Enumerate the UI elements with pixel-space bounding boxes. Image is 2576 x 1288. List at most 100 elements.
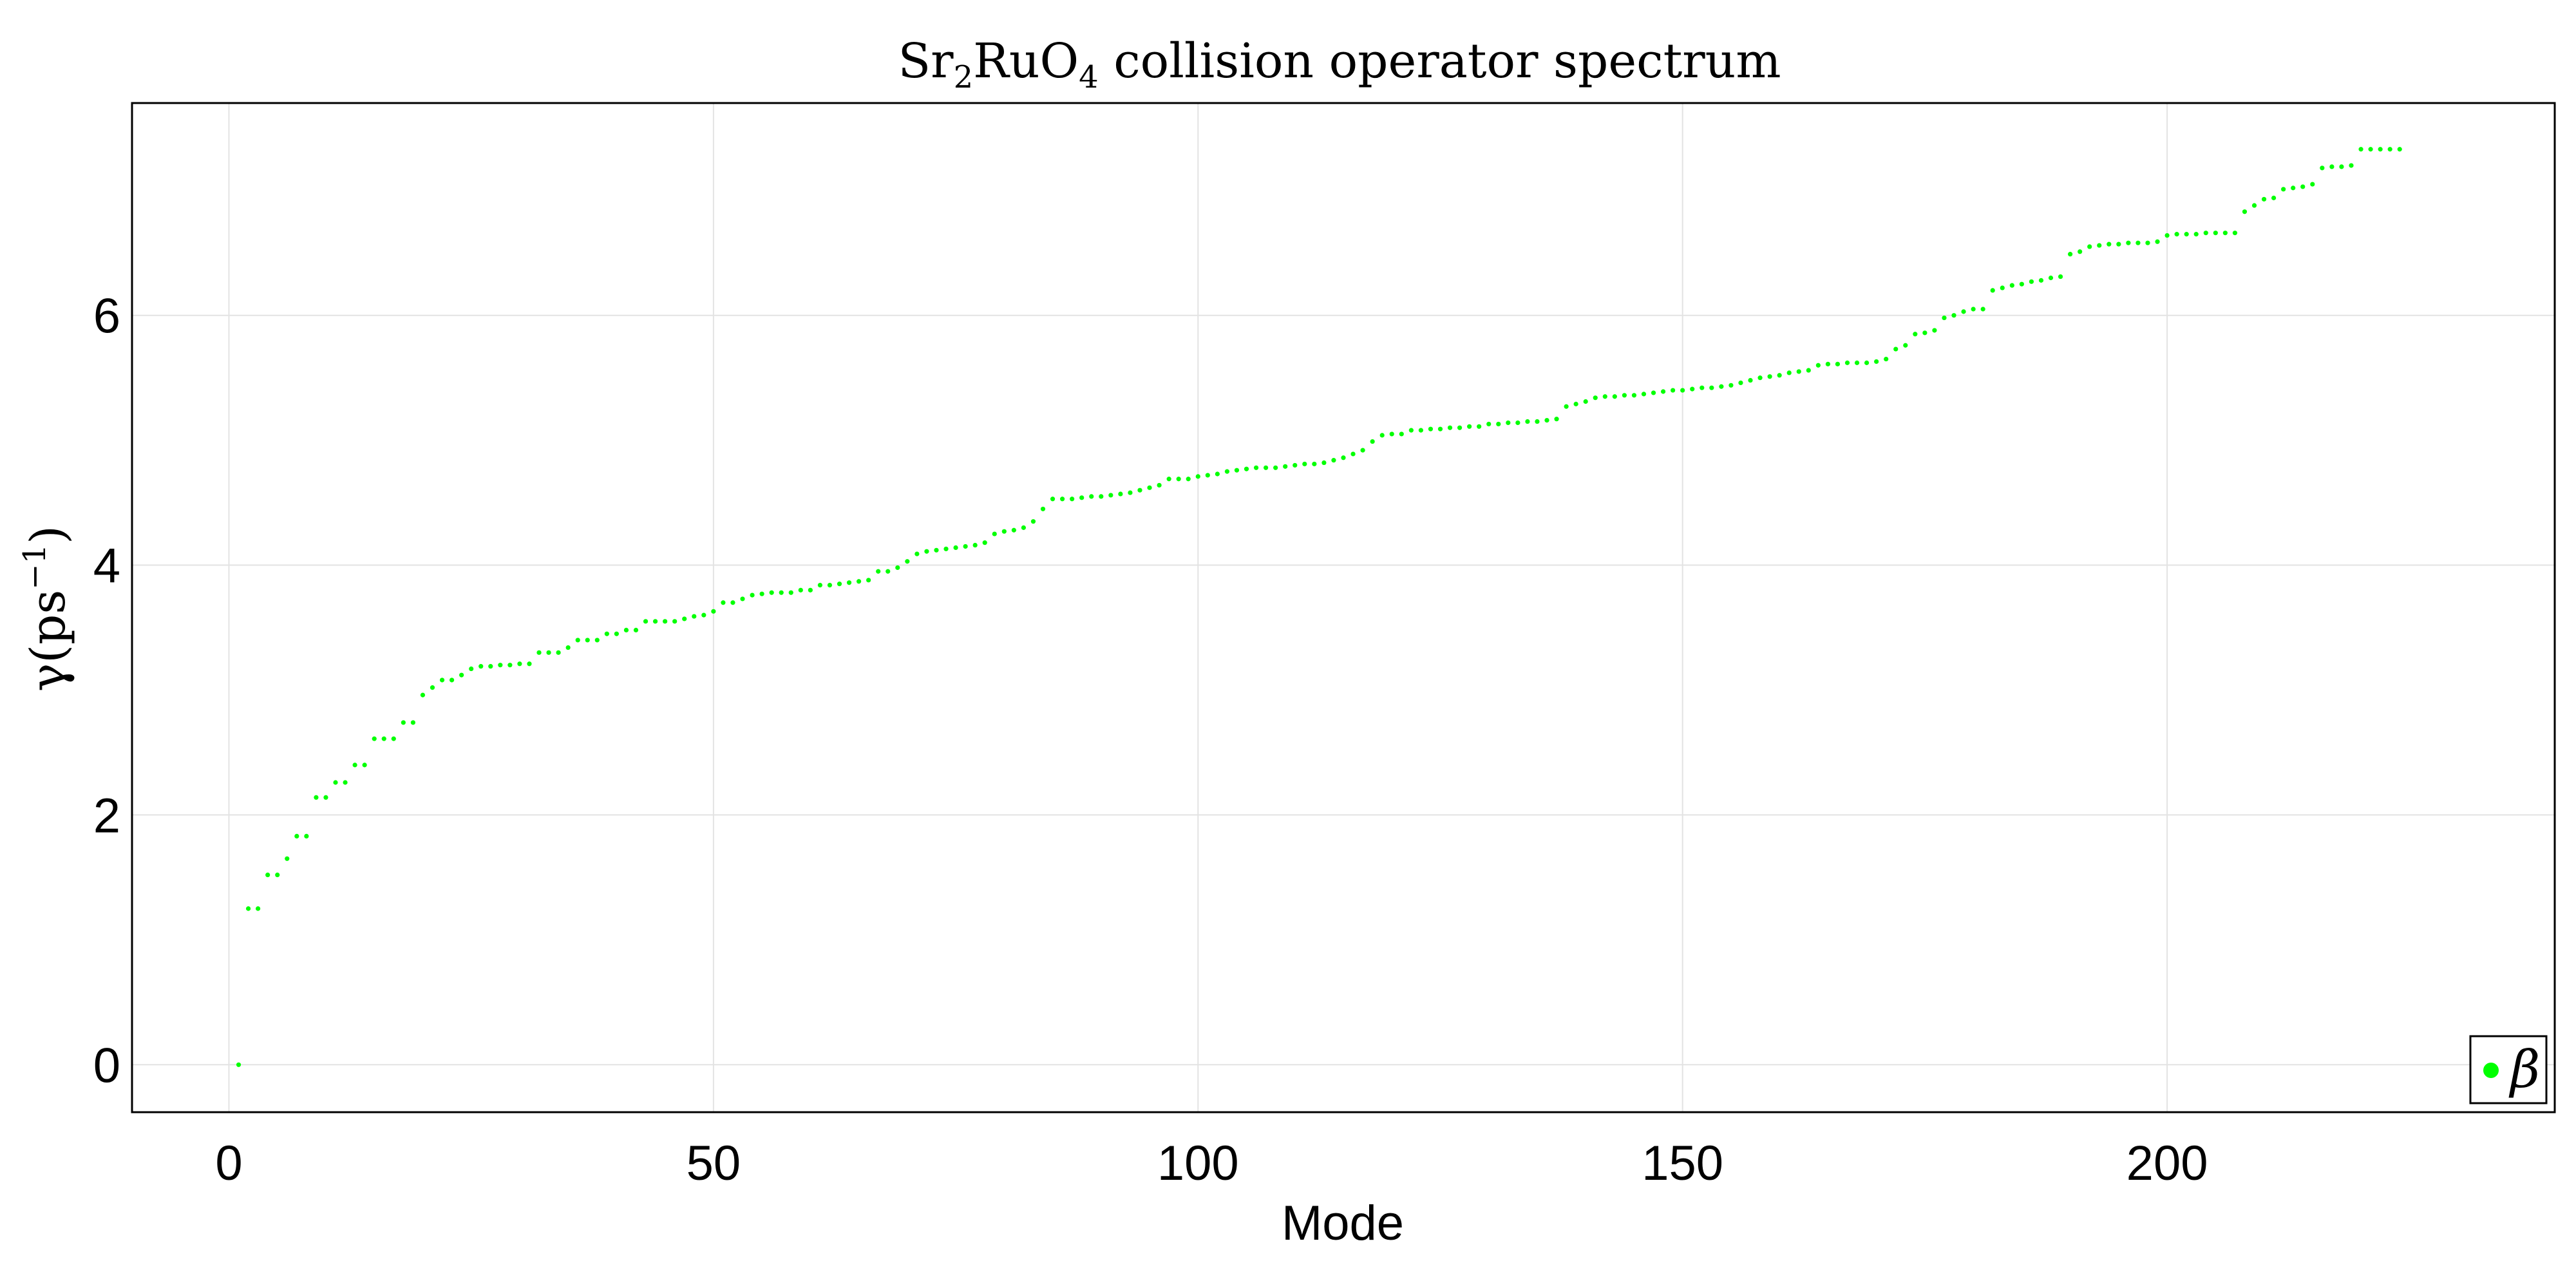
- data-point: [652, 619, 658, 624]
- y-axis-label: γ(ps−1): [17, 526, 76, 692]
- data-point: [982, 540, 987, 545]
- data-point: [1884, 356, 1889, 362]
- data-point: [817, 582, 823, 588]
- data-point: [1234, 468, 1240, 473]
- data-point: [556, 650, 561, 655]
- data-point: [2387, 147, 2392, 152]
- data-point: [1719, 384, 1724, 389]
- data-point: [527, 661, 532, 667]
- data-point: [1418, 428, 1423, 433]
- data-point: [1980, 307, 1985, 312]
- data-point: [721, 600, 726, 605]
- data-point: [623, 627, 629, 633]
- data-point: [1360, 448, 1365, 453]
- x-tick-label: 200: [2126, 1136, 2208, 1191]
- data-point: [2068, 252, 2073, 257]
- data-point: [245, 906, 251, 911]
- data-point: [1428, 426, 1434, 431]
- data-point: [1932, 328, 1937, 333]
- data-point: [498, 663, 503, 668]
- data-point: [1631, 393, 1637, 398]
- data-point: [1477, 424, 1482, 429]
- data-point: [2078, 249, 2083, 254]
- data-point: [604, 631, 609, 636]
- data-point: [1951, 313, 1956, 318]
- data-point: [2232, 231, 2238, 236]
- data-point: [1903, 343, 1908, 348]
- data-point: [381, 736, 386, 741]
- data-point: [256, 906, 261, 911]
- data-point: [759, 591, 764, 596]
- data-point: [837, 582, 842, 587]
- data-point: [2349, 163, 2354, 168]
- data-point: [1408, 428, 1414, 433]
- data-point: [236, 1062, 242, 1067]
- data-point: [439, 677, 445, 683]
- data-point: [585, 638, 590, 643]
- data-point: [2368, 147, 2373, 152]
- data-point: [1602, 394, 1607, 399]
- data-point: [449, 677, 455, 683]
- data-point: [2038, 278, 2044, 283]
- data-point: [750, 592, 755, 598]
- legend: β: [2469, 1035, 2548, 1104]
- data-point: [1070, 497, 1075, 502]
- data-point: [1011, 527, 1016, 533]
- data-point: [1709, 385, 1714, 390]
- data-point: [886, 569, 891, 574]
- data-point: [285, 856, 290, 861]
- data-point: [614, 631, 620, 636]
- data-point: [343, 780, 348, 785]
- x-tick-label: 50: [687, 1136, 741, 1191]
- data-point: [1593, 395, 1598, 401]
- data-point: [924, 549, 929, 554]
- data-point: [1990, 288, 1995, 293]
- data-point: [1690, 386, 1695, 392]
- data-point: [1302, 461, 1307, 467]
- x-tick-labels: 0 50 100 150 200: [215, 1136, 2208, 1191]
- data-point: [1922, 330, 1927, 336]
- data-point: [275, 872, 280, 878]
- data-point: [1370, 439, 1375, 444]
- data-point: [314, 795, 319, 800]
- data-point: [1748, 377, 1753, 383]
- data-point: [2378, 147, 2383, 152]
- plot-frame: [131, 102, 2556, 1113]
- data-point: [1205, 473, 1210, 478]
- data-point: [1573, 401, 1578, 406]
- data-point: [1457, 425, 1463, 430]
- data-point: [1913, 332, 1918, 337]
- data-point: [1321, 460, 1327, 466]
- data-point: [2358, 147, 2363, 152]
- data-point: [2126, 240, 2131, 245]
- data-point: [430, 685, 435, 690]
- data-point: [517, 661, 522, 667]
- data-point: [857, 579, 862, 584]
- data-point: [1099, 494, 1104, 499]
- data-point: [1506, 420, 1511, 426]
- data-point: [1079, 495, 1084, 500]
- data-point: [769, 590, 774, 595]
- data-point: [1583, 399, 1588, 404]
- data-point: [2251, 203, 2257, 208]
- data-point: [546, 650, 551, 655]
- y-tick-label: 2: [93, 788, 120, 843]
- data-point: [401, 720, 406, 725]
- data-point: [2087, 244, 2092, 249]
- data-point: [1777, 373, 1782, 378]
- data-point: [701, 612, 706, 618]
- data-point: [730, 600, 735, 605]
- data-point: [682, 616, 687, 621]
- data-point: [469, 666, 474, 672]
- data-point: [1437, 426, 1443, 431]
- data-point: [304, 833, 309, 839]
- data-point: [2048, 275, 2054, 281]
- data-point: [1040, 506, 1046, 511]
- data-point: [1128, 490, 1133, 495]
- data-point: [2271, 195, 2277, 200]
- chart-title: Sr2RuO4 collision operator spectrum: [898, 33, 1781, 95]
- data-point: [478, 664, 484, 669]
- data-point: [1554, 417, 1559, 422]
- data-point: [2222, 231, 2228, 236]
